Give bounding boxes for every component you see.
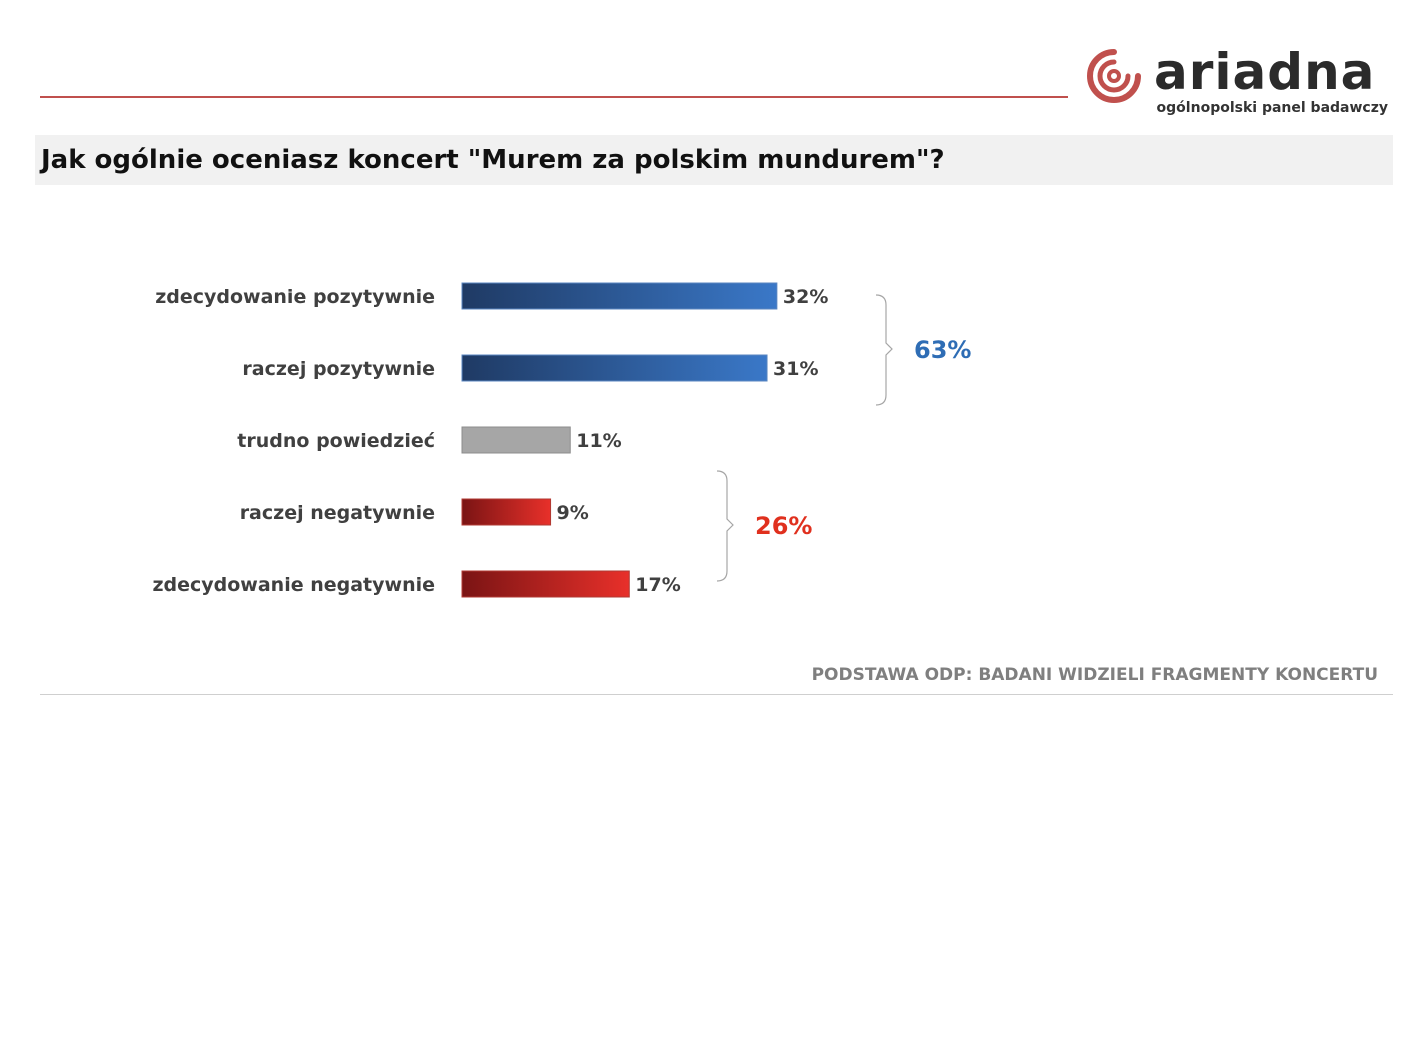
value-label: 17% (635, 574, 680, 596)
group-bracket (875, 294, 893, 406)
logo-tagline: ogólnopolski panel badawczy (1156, 100, 1388, 116)
bar (461, 426, 571, 454)
group-bracket (716, 470, 734, 582)
category-label: zdecydowanie negatywnie (152, 574, 435, 596)
ariadna-logo-icon (1087, 49, 1141, 103)
group-total-label: 63% (914, 336, 971, 364)
value-label: 11% (576, 430, 621, 452)
footer-rule (40, 694, 1393, 695)
category-label: raczej negatywnie (240, 502, 435, 524)
value-label: 32% (783, 286, 828, 308)
header-rule (40, 96, 1068, 98)
value-label: 31% (773, 358, 818, 380)
bar (461, 282, 778, 310)
category-label: raczej pozytywnie (242, 358, 435, 380)
bar (461, 570, 630, 598)
category-label: trudno powiedzieć (237, 430, 435, 452)
question-banner: Jak ogólnie oceniasz koncert "Murem za p… (35, 135, 1393, 185)
bar (461, 498, 552, 526)
group-total-label: 26% (755, 512, 812, 540)
logo-wordmark: ariadna (1154, 43, 1376, 101)
bar (461, 354, 768, 382)
bar-chart: zdecydowanie pozytywnie 32% raczej pozytyw… (152, 282, 971, 598)
ariadna-logo: ariadna ogólnopolski panel badawczy (1080, 40, 1398, 126)
chart-title: Jak ogólnie oceniasz koncert "Murem za p… (41, 145, 945, 175)
category-label: zdecydowanie pozytywnie (155, 286, 435, 308)
base-footnote: PODSTAWA ODP: BADANI WIDZIELI FRAGMENTY … (811, 665, 1378, 685)
value-label: 9% (557, 502, 589, 524)
